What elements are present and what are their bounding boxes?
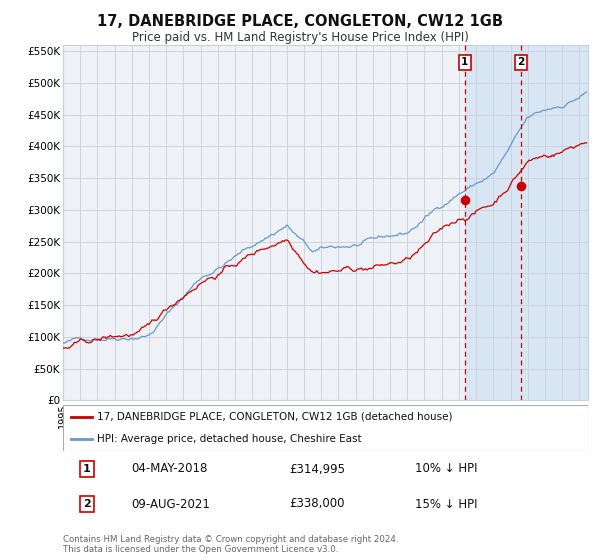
Text: 2: 2 — [517, 57, 524, 67]
Text: Contains HM Land Registry data © Crown copyright and database right 2024.
This d: Contains HM Land Registry data © Crown c… — [63, 535, 398, 554]
Text: 10% ↓ HPI: 10% ↓ HPI — [415, 463, 477, 475]
Text: 2: 2 — [83, 499, 91, 509]
Text: HPI: Average price, detached house, Cheshire East: HPI: Average price, detached house, Ches… — [97, 434, 362, 444]
Text: £338,000: £338,000 — [289, 497, 344, 511]
Text: 1: 1 — [461, 57, 469, 67]
Text: Price paid vs. HM Land Registry's House Price Index (HPI): Price paid vs. HM Land Registry's House … — [131, 31, 469, 44]
Point — [516, 181, 526, 190]
Bar — [465, 45, 588, 400]
Text: 15% ↓ HPI: 15% ↓ HPI — [415, 497, 477, 511]
Text: £314,995: £314,995 — [289, 463, 345, 475]
Text: 17, DANEBRIDGE PLACE, CONGLETON, CW12 1GB (detached house): 17, DANEBRIDGE PLACE, CONGLETON, CW12 1G… — [97, 412, 452, 422]
Text: 04-MAY-2018: 04-MAY-2018 — [131, 463, 208, 475]
Text: 17, DANEBRIDGE PLACE, CONGLETON, CW12 1GB: 17, DANEBRIDGE PLACE, CONGLETON, CW12 1G… — [97, 14, 503, 29]
Text: 1: 1 — [83, 464, 91, 474]
Text: 09-AUG-2021: 09-AUG-2021 — [131, 497, 210, 511]
Point — [460, 196, 470, 205]
